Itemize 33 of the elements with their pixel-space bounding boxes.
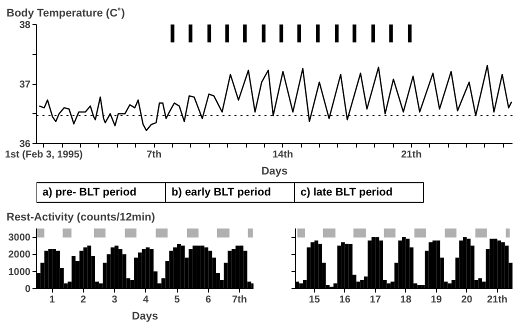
x-tick-label: 21th [401,150,422,160]
x-tick-label: 21th [486,294,508,306]
chart-title: Body Temperature (C˚) [6,8,126,20]
chart-title: Rest-Activity (counts/12min) [6,212,156,224]
x-tick-label: 7th [146,150,162,160]
y-tick-label: 0 [24,284,31,295]
text: c) late BLT period [300,186,393,198]
x-axis-title: Days [132,310,158,322]
y-tick-label: 36 [19,139,31,150]
line-series [38,64,512,132]
text: b) early BLT period [172,186,271,198]
y-tick-label: 38 [19,20,31,31]
y-tick-label: 3000 [8,232,31,244]
x-tick-label: 2 [80,294,87,306]
x-tick-label: 6 [205,294,212,306]
x-tick-label: 7th [232,294,247,306]
x-tick-label: 20 [461,294,473,306]
x-tick-label: 5 [174,294,180,306]
y-tick-label: 37 [19,80,31,90]
x-tick-label: 18 [400,294,412,306]
x-tick-label: 14th [272,150,294,160]
x-tick-label: 3 [112,294,118,306]
x-tick-label: 17 [370,294,382,306]
y-tick-label: 1000 [8,266,31,278]
x-tick-label: 1st (Feb 3, 1995) [4,150,83,160]
x-tick-label: 4 [143,294,149,306]
x-tick-label: 15 [308,294,320,306]
x-tick-label: 16 [339,294,351,306]
x-tick-label: 19 [430,294,442,306]
x-axis-title: Days [261,166,288,178]
x-tick-label: 1 [49,294,56,306]
text: a) pre- BLT period [42,186,136,198]
y-tick-label: 2000 [8,250,31,261]
